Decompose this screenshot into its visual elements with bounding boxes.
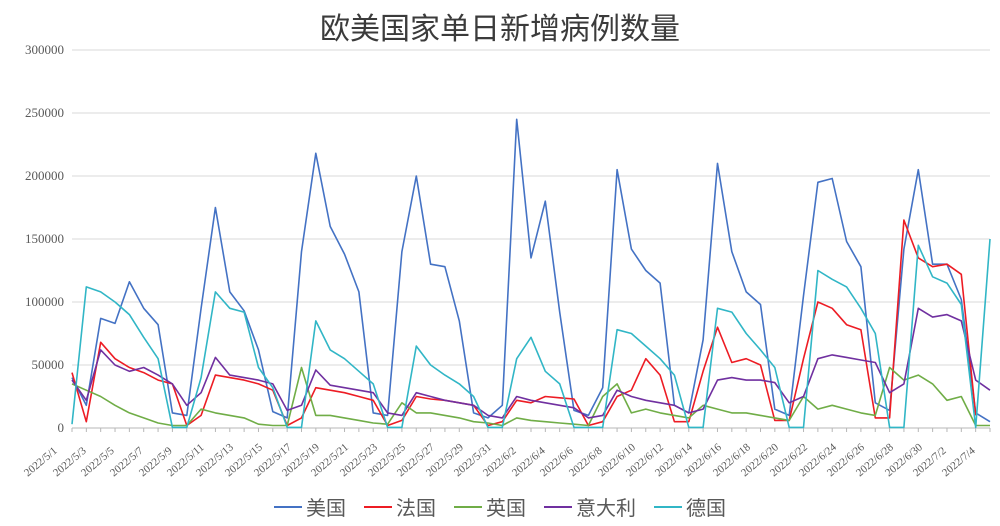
legend-swatch — [544, 506, 572, 508]
legend-label: 法国 — [396, 492, 436, 521]
legend-item: 德国 — [654, 492, 726, 521]
legend-label: 美国 — [306, 492, 346, 521]
legend-swatch — [654, 506, 682, 508]
legend-swatch — [364, 506, 392, 508]
y-tick-label: 250000 — [0, 105, 64, 121]
legend-item: 美国 — [274, 492, 346, 521]
legend-label: 意大利 — [576, 492, 636, 521]
y-tick-label: 200000 — [0, 168, 64, 184]
legend-label: 英国 — [486, 492, 526, 521]
legend-swatch — [454, 506, 482, 508]
chart-legend: 美国 法国 英国 意大利 德国 — [0, 492, 1000, 521]
chart-plot — [0, 0, 1000, 526]
legend-item: 意大利 — [544, 492, 636, 521]
chart-container: 欧美国家单日新增病例数量 美国法国英国意大利德国 050000100000150… — [0, 0, 1000, 526]
y-tick-label: 0 — [0, 420, 64, 436]
legend-item: 英国 — [454, 492, 526, 521]
legend-item: 法国 — [364, 492, 436, 521]
y-tick-label: 300000 — [0, 42, 64, 58]
y-tick-label: 50000 — [0, 357, 64, 373]
legend-label: 德国 — [686, 492, 726, 521]
y-tick-label: 150000 — [0, 231, 64, 247]
y-tick-label: 100000 — [0, 294, 64, 310]
legend-swatch — [274, 506, 302, 508]
